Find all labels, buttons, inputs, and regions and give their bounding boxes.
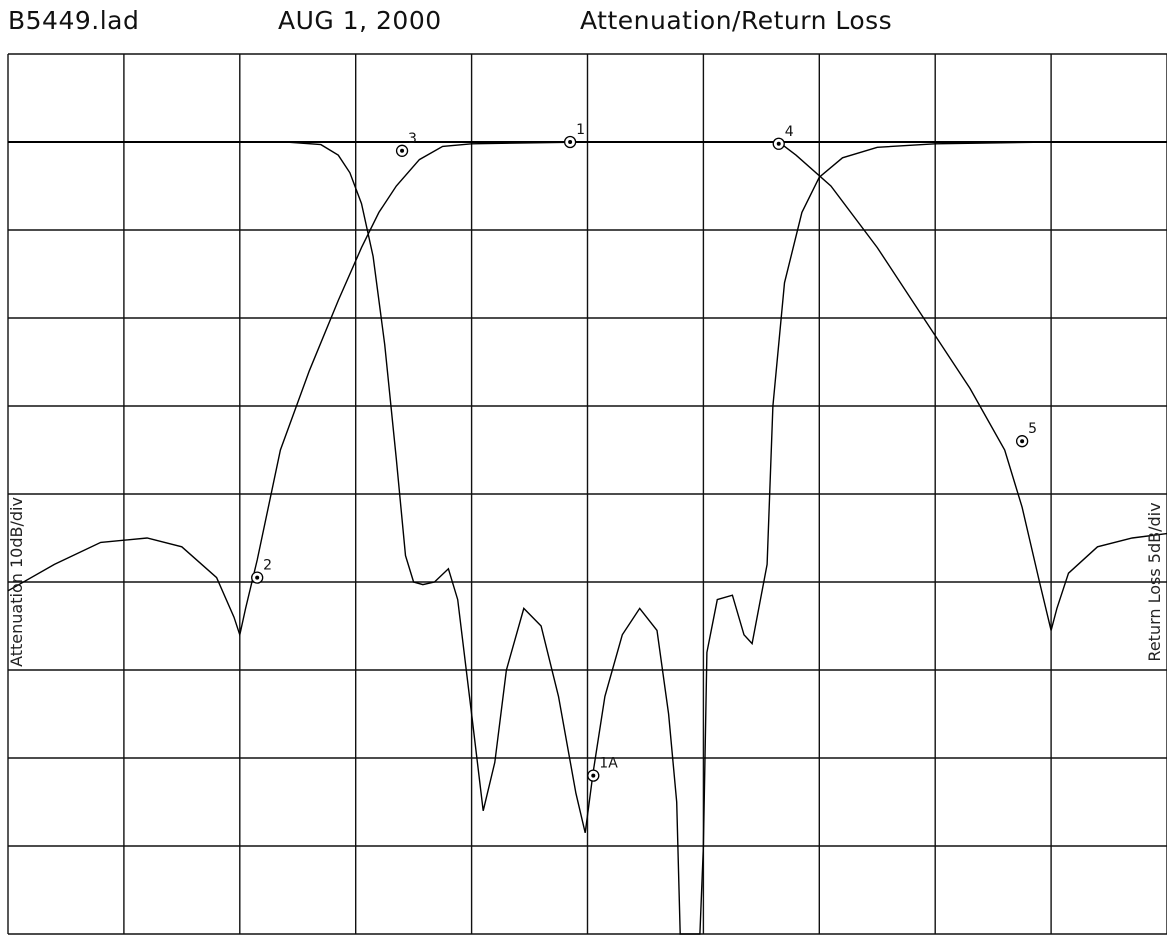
marker-2: 2: [251, 558, 272, 584]
series-attenuation-line: [176, 141, 1167, 935]
marker-layer: 1 1A 2 3 4 5: [251, 122, 1037, 782]
header-title: Attenuation/Return Loss: [580, 6, 893, 35]
marker-label: 2: [263, 558, 272, 574]
chart-grid: [7, 53, 1167, 935]
series-layer: [7, 141, 1167, 935]
marker-dot: [400, 148, 405, 153]
marker-dot: [255, 575, 260, 580]
marker-1a: 1A: [587, 756, 618, 782]
marker-label: 3: [408, 131, 417, 147]
marker-4: 4: [772, 124, 794, 150]
marker-label: 1: [576, 122, 585, 138]
marker-label: 4: [785, 124, 794, 140]
marker-dot: [591, 773, 596, 778]
marker-3: 3: [395, 131, 417, 157]
series-return-loss-line: [7, 141, 1167, 638]
marker-dot: [568, 140, 573, 144]
marker-label: 5: [1028, 421, 1037, 437]
marker-5: 5: [1015, 421, 1037, 448]
marker-label: 1A: [599, 756, 618, 772]
marker-dot: [1020, 439, 1025, 444]
y-axis-label-right: Return Loss 5dB/div: [1145, 502, 1164, 661]
y-axis-label-left: Attenuation 10dB/div: [7, 497, 26, 667]
header-date: AUG 1, 2000: [278, 6, 442, 35]
marker-1: 1: [563, 122, 585, 149]
marker-dot: [776, 141, 781, 146]
header-filename: B5449.lad: [8, 6, 140, 35]
